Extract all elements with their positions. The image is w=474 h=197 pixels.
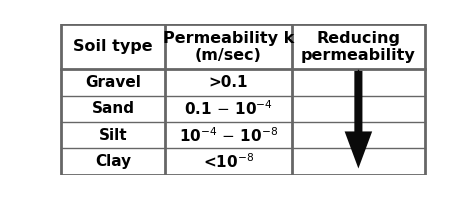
- Text: Permeability k
(m/sec): Permeability k (m/sec): [163, 31, 294, 63]
- Text: Gravel: Gravel: [85, 75, 141, 90]
- Text: Sand: Sand: [91, 101, 135, 116]
- Text: Soil type: Soil type: [73, 39, 153, 54]
- FancyArrow shape: [345, 71, 372, 168]
- Text: Silt: Silt: [99, 128, 127, 143]
- Text: 0.1 $-$ 10$^{-4}$: 0.1 $-$ 10$^{-4}$: [184, 99, 273, 118]
- Text: >0.1: >0.1: [209, 75, 248, 90]
- Text: <10$^{-8}$: <10$^{-8}$: [203, 152, 254, 171]
- Text: Clay: Clay: [95, 154, 131, 169]
- Text: Reducing
permeability: Reducing permeability: [301, 31, 416, 63]
- Text: 10$^{-4}$ $-$ 10$^{-8}$: 10$^{-4}$ $-$ 10$^{-8}$: [179, 126, 278, 145]
